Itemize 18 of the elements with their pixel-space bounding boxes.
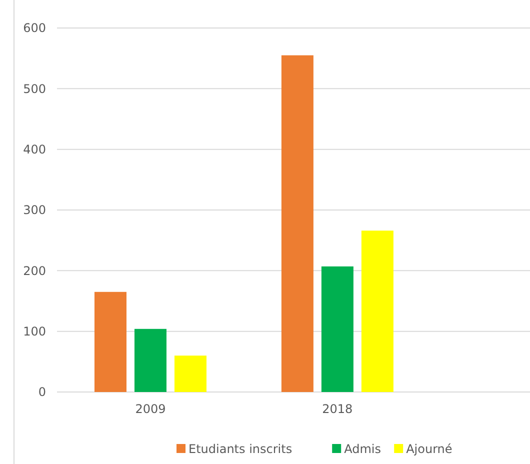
y-tick-label: 400 (23, 142, 46, 157)
y-tick-label: 200 (23, 264, 46, 278)
x-tick-label: 2009 (135, 402, 166, 416)
legend-label: Etudiants inscrits (188, 442, 292, 456)
bar (134, 328, 166, 392)
bar (94, 292, 126, 392)
y-tick-label: 100 (23, 324, 46, 339)
legend-label: Ajourné (406, 442, 452, 456)
y-tick-label: 500 (23, 82, 46, 96)
bar (361, 230, 394, 392)
bar (281, 55, 314, 392)
bar (174, 356, 206, 392)
y-tick-label: 0 (38, 385, 46, 400)
y-tick-label: 300 (23, 203, 46, 218)
y-tick-label: 600 (23, 21, 46, 36)
bar (321, 266, 354, 392)
x-tick-label: 2018 (322, 402, 353, 416)
legend-label: Admis (344, 442, 381, 456)
